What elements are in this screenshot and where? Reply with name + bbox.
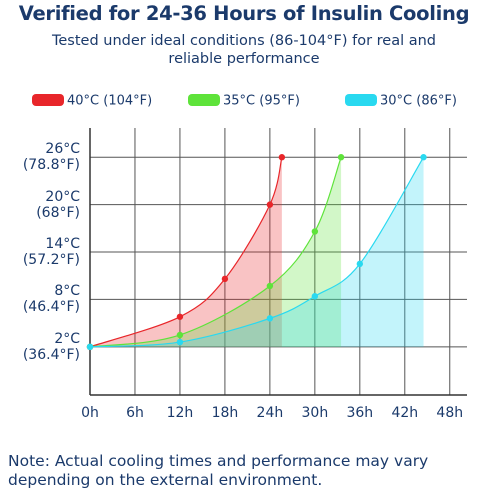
- x-tick-label: 6h: [126, 405, 144, 421]
- x-tick-label: 24h: [257, 405, 284, 421]
- line: [89, 157, 342, 348]
- area: [90, 157, 282, 347]
- point: [266, 282, 274, 290]
- note: Note: Actual cooling times and performan…: [8, 452, 429, 489]
- x-tick-label: 0h: [81, 405, 99, 421]
- y-tick-label: 14°C (57.2°F): [22, 236, 80, 269]
- point: [221, 275, 229, 283]
- x-tick-label: 18h: [212, 405, 239, 421]
- chart-title: Verified for 24-36 Hours of Insulin Cool…: [18, 2, 470, 25]
- x-tick-label: 48h: [436, 405, 463, 421]
- line: [89, 156, 425, 348]
- legend-label: 40°C (104°F): [67, 94, 152, 109]
- y-tick-label: 8°C (46.4°F): [22, 283, 80, 316]
- legend-swatch: [32, 94, 64, 106]
- area: [90, 157, 424, 347]
- point: [176, 313, 184, 320]
- point: [356, 260, 364, 268]
- legend-label: 30°C (86°F): [380, 94, 457, 109]
- x-tick-label: 36h: [346, 405, 373, 421]
- legend-swatch: [345, 94, 377, 106]
- point: [266, 315, 274, 322]
- point: [311, 293, 319, 300]
- x-tick-label: 12h: [167, 405, 194, 421]
- x-tick-label: 30h: [302, 405, 329, 421]
- point: [266, 201, 274, 208]
- point: [86, 343, 94, 351]
- area: [90, 157, 342, 347]
- chart-subtitle: Tested under ideal conditions (86-104°F)…: [51, 33, 437, 67]
- point: [176, 331, 184, 339]
- point: [420, 154, 427, 161]
- legend-label: 35°C (95°F): [223, 94, 300, 109]
- legend-swatch: [188, 94, 220, 106]
- x-tick-label: 42h: [391, 405, 418, 421]
- point: [337, 154, 345, 161]
- y-tick-label: 20°C (68°F): [36, 188, 80, 221]
- point: [176, 338, 184, 346]
- point: [311, 228, 319, 235]
- y-tick-label: 2°C (36.4°F): [22, 330, 80, 363]
- point: [278, 154, 286, 161]
- y-tick-label: 26°C (78.8°F): [22, 141, 80, 174]
